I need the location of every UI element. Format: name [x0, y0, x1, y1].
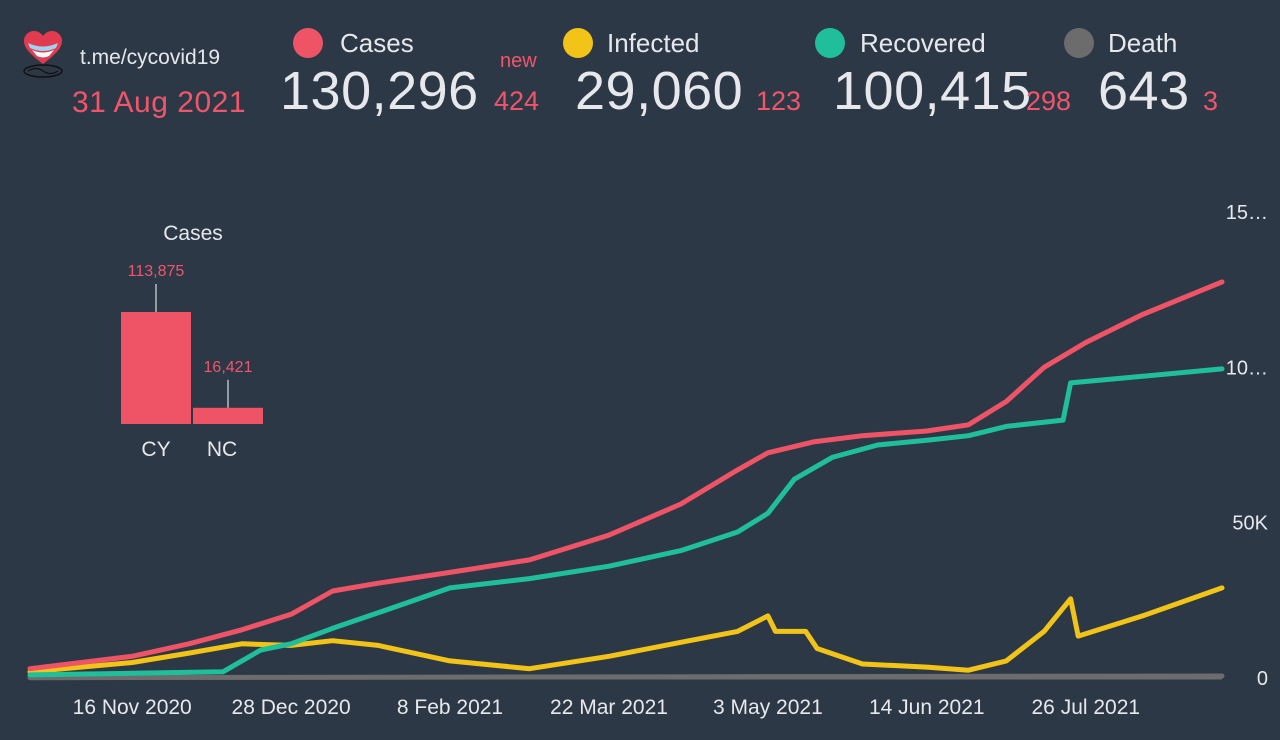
- telegram-link[interactable]: t.me/cycovid19: [80, 46, 221, 69]
- report-date: 31 Aug 2021: [72, 86, 247, 119]
- infected-new: 123: [756, 86, 802, 116]
- x-tick-label: 26 Jul 2021: [1032, 696, 1141, 719]
- death-legend-label: Death: [1108, 28, 1178, 58]
- death-new: 3: [1203, 86, 1219, 116]
- cases-new: 424: [494, 86, 540, 116]
- bar-cy: [121, 312, 191, 424]
- series-line-death: [27, 673, 1225, 681]
- x-tick-label: 14 Jun 2021: [869, 696, 985, 719]
- bar-category-label: CY: [141, 438, 170, 461]
- y-tick-label: 50K: [1232, 513, 1268, 535]
- inset-chart-title: Cases: [163, 222, 223, 245]
- bar-nc: [193, 407, 263, 424]
- x-tick-label: 3 May 2021: [713, 696, 823, 719]
- series-line-infected: [27, 585, 1225, 675]
- cyprus-heart-logo: [22, 30, 64, 80]
- cases-legend-label: Cases: [340, 28, 414, 58]
- death-legend-dot: [1064, 28, 1094, 58]
- infected-legend-dot: [563, 28, 593, 58]
- cases-legend-dot: [293, 28, 323, 58]
- y-tick-label: 10…: [1226, 357, 1268, 379]
- y-tick-label: 0: [1257, 668, 1268, 690]
- infected-total: 29,060: [575, 61, 744, 121]
- x-tick-label: 16 Nov 2020: [73, 696, 192, 719]
- x-tick-label: 22 Mar 2021: [550, 696, 668, 719]
- x-tick-label: 8 Feb 2021: [397, 696, 503, 719]
- recovered-total: 100,415: [833, 61, 1032, 121]
- bar-category-label: NC: [207, 438, 237, 461]
- series-line-cases: [27, 279, 1225, 672]
- cases-total: 130,296: [280, 61, 479, 121]
- y-tick-label: 15…: [1226, 202, 1268, 224]
- recovered-legend-dot: [815, 28, 845, 58]
- recovered-new: 298: [1026, 86, 1072, 116]
- bar-data-label: 113,875: [128, 263, 185, 280]
- recovered-legend-label: Recovered: [860, 28, 986, 58]
- new-label: new: [500, 50, 537, 72]
- x-tick-label: 28 Dec 2020: [232, 696, 351, 719]
- infected-legend-label: Infected: [607, 28, 700, 58]
- death-total: 643: [1098, 61, 1190, 121]
- series-line-recovered: [27, 366, 1225, 678]
- bar-data-label: 16,421: [204, 359, 253, 376]
